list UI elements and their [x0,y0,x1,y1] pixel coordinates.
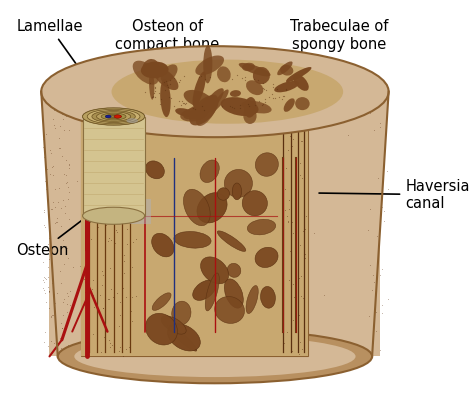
Ellipse shape [200,160,219,183]
Ellipse shape [239,63,271,76]
Ellipse shape [242,190,267,216]
Text: Haversian
canal: Haversian canal [319,178,469,211]
Ellipse shape [74,336,356,377]
Ellipse shape [217,231,246,251]
Ellipse shape [41,46,389,137]
Polygon shape [279,121,308,356]
Polygon shape [138,121,279,356]
Ellipse shape [277,61,293,75]
Ellipse shape [161,64,178,83]
Ellipse shape [174,232,211,248]
Ellipse shape [92,110,136,122]
Ellipse shape [133,61,159,85]
Ellipse shape [230,90,241,97]
Polygon shape [41,92,389,356]
Ellipse shape [255,247,278,268]
Ellipse shape [106,115,111,118]
Ellipse shape [246,80,263,95]
Ellipse shape [211,90,229,112]
Ellipse shape [183,103,212,119]
Ellipse shape [260,286,275,308]
Ellipse shape [201,257,229,284]
Polygon shape [81,121,138,356]
Text: Trabeculae of
spongy bone: Trabeculae of spongy bone [290,20,388,106]
Ellipse shape [200,88,224,116]
Ellipse shape [114,115,121,118]
Ellipse shape [227,264,241,277]
Ellipse shape [217,188,229,200]
Ellipse shape [274,81,299,92]
Ellipse shape [220,97,258,116]
Ellipse shape [217,66,231,82]
Text: Lamellae: Lamellae [16,20,112,114]
Ellipse shape [224,169,252,198]
Ellipse shape [293,74,309,91]
Ellipse shape [253,67,270,84]
Ellipse shape [215,296,244,323]
Polygon shape [83,117,144,216]
Ellipse shape [189,95,219,125]
Ellipse shape [280,65,293,76]
Ellipse shape [83,108,144,125]
Ellipse shape [151,233,174,257]
Ellipse shape [58,330,372,383]
Ellipse shape [246,286,258,314]
Ellipse shape [284,98,295,112]
Ellipse shape [196,56,224,75]
Polygon shape [50,92,380,356]
Ellipse shape [110,115,117,117]
Ellipse shape [145,161,164,179]
Ellipse shape [141,61,168,78]
Ellipse shape [142,59,159,76]
Text: Osteon: Osteon [16,195,115,258]
Ellipse shape [244,97,257,117]
Ellipse shape [160,80,171,117]
Ellipse shape [175,108,194,117]
Ellipse shape [83,207,144,224]
Ellipse shape [167,325,197,351]
Ellipse shape [242,63,255,71]
Ellipse shape [152,66,178,90]
Ellipse shape [172,301,191,325]
Ellipse shape [197,193,227,223]
Ellipse shape [106,115,121,119]
Ellipse shape [161,316,186,334]
Ellipse shape [242,101,272,113]
Ellipse shape [247,219,276,235]
Polygon shape [130,199,151,224]
Ellipse shape [101,113,126,120]
Ellipse shape [183,189,210,226]
Ellipse shape [180,107,208,122]
Ellipse shape [97,112,131,121]
Ellipse shape [193,71,206,107]
Ellipse shape [83,108,144,125]
Ellipse shape [286,67,311,82]
Polygon shape [81,121,308,356]
Ellipse shape [295,97,310,110]
Text: Osteon of
compact bone: Osteon of compact bone [115,20,219,101]
Ellipse shape [255,153,279,176]
Ellipse shape [112,60,343,124]
Ellipse shape [152,293,171,310]
Ellipse shape [196,95,218,126]
Ellipse shape [167,324,200,351]
Ellipse shape [149,70,154,100]
Ellipse shape [205,273,219,311]
Ellipse shape [232,183,242,200]
Ellipse shape [127,118,138,123]
Ellipse shape [243,108,257,124]
Ellipse shape [184,90,214,108]
Ellipse shape [193,280,216,300]
Ellipse shape [145,313,177,345]
Ellipse shape [203,45,212,83]
Ellipse shape [224,279,243,308]
Ellipse shape [87,109,140,124]
